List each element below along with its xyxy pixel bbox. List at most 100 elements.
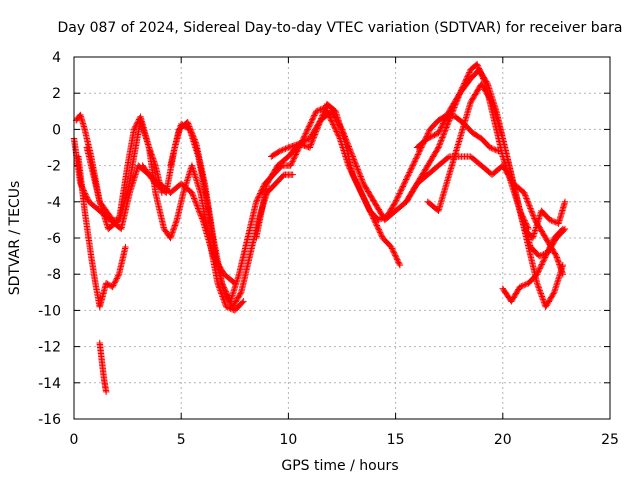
data-point xyxy=(355,167,362,175)
data-point xyxy=(412,155,420,162)
data-point xyxy=(523,196,531,204)
data-point xyxy=(275,148,282,156)
data-point xyxy=(309,116,316,123)
data-point xyxy=(352,161,360,169)
data-point xyxy=(395,191,403,199)
data-point xyxy=(375,226,382,233)
data-point xyxy=(536,287,543,294)
data-point xyxy=(546,244,553,251)
data-point xyxy=(488,144,495,152)
data-point xyxy=(401,179,409,186)
data-point xyxy=(444,154,452,161)
data-point xyxy=(522,281,529,288)
data-point xyxy=(315,106,323,114)
data-point xyxy=(428,133,435,140)
data-point xyxy=(439,120,447,127)
data-point xyxy=(362,197,369,205)
data-point xyxy=(440,118,448,126)
data-point xyxy=(303,128,310,136)
data-point xyxy=(291,152,299,160)
data-point xyxy=(287,162,294,169)
data-point xyxy=(83,194,91,201)
data-point xyxy=(407,166,414,173)
y-tick-label: -10 xyxy=(38,303,61,319)
data-points-layer xyxy=(70,61,569,396)
data-point xyxy=(559,225,567,233)
data-point xyxy=(536,252,543,260)
data-point xyxy=(354,166,361,173)
data-point xyxy=(373,222,380,229)
data-point xyxy=(537,262,545,270)
data-point xyxy=(318,115,325,122)
data-point xyxy=(190,193,197,201)
data-point xyxy=(360,193,367,201)
data-point xyxy=(220,297,228,305)
data-point xyxy=(537,290,545,297)
data-point xyxy=(306,122,313,129)
data-point xyxy=(352,177,359,184)
data-point xyxy=(406,167,414,175)
data-point xyxy=(392,253,400,260)
data-point xyxy=(332,126,340,134)
data-point xyxy=(302,137,310,144)
data-point xyxy=(533,280,541,287)
data-point xyxy=(539,296,547,303)
data-point xyxy=(398,184,406,192)
data-point xyxy=(405,170,412,178)
data-point xyxy=(221,300,229,308)
x-tick-label: 0 xyxy=(70,432,79,448)
y-tick-label: -2 xyxy=(47,159,61,175)
data-point xyxy=(397,187,405,194)
data-point xyxy=(333,128,340,135)
data-point xyxy=(539,294,546,302)
data-point xyxy=(443,112,451,119)
data-point xyxy=(435,129,442,137)
data-point xyxy=(534,281,541,288)
data-point xyxy=(436,141,443,148)
data-point xyxy=(363,200,370,208)
data-point xyxy=(351,175,358,183)
data-point xyxy=(113,275,121,282)
data-point xyxy=(362,199,370,206)
data-point xyxy=(332,125,339,132)
data-point xyxy=(306,144,314,151)
data-point xyxy=(359,177,366,185)
data-point xyxy=(439,134,446,141)
data-point xyxy=(546,216,554,224)
series-track-9 xyxy=(268,100,502,224)
data-point xyxy=(394,256,401,263)
data-point xyxy=(539,259,546,267)
data-point xyxy=(488,97,495,105)
data-point xyxy=(465,70,472,78)
data-point xyxy=(114,273,121,281)
data-point xyxy=(396,190,403,197)
data-point xyxy=(375,216,382,224)
data-point xyxy=(438,135,446,143)
data-point xyxy=(378,215,385,222)
data-point xyxy=(445,109,452,116)
data-point xyxy=(424,135,431,142)
data-point xyxy=(547,243,554,250)
data-point xyxy=(534,269,541,277)
data-point xyxy=(427,133,434,141)
data-point xyxy=(219,281,226,288)
data-point xyxy=(189,131,196,139)
data-point xyxy=(391,199,399,207)
data-point xyxy=(538,293,546,300)
data-point xyxy=(434,145,441,152)
data-point xyxy=(353,179,360,187)
data-point xyxy=(406,169,413,176)
data-point xyxy=(355,169,363,176)
data-point xyxy=(289,156,297,164)
series-track-5 xyxy=(96,339,110,396)
data-point xyxy=(431,131,438,139)
data-point xyxy=(222,287,229,294)
data-point xyxy=(473,61,481,68)
data-point xyxy=(440,130,448,137)
data-point xyxy=(111,279,118,286)
data-point xyxy=(192,199,200,206)
data-point xyxy=(533,271,541,278)
data-point xyxy=(356,170,363,177)
data-point xyxy=(397,188,404,196)
